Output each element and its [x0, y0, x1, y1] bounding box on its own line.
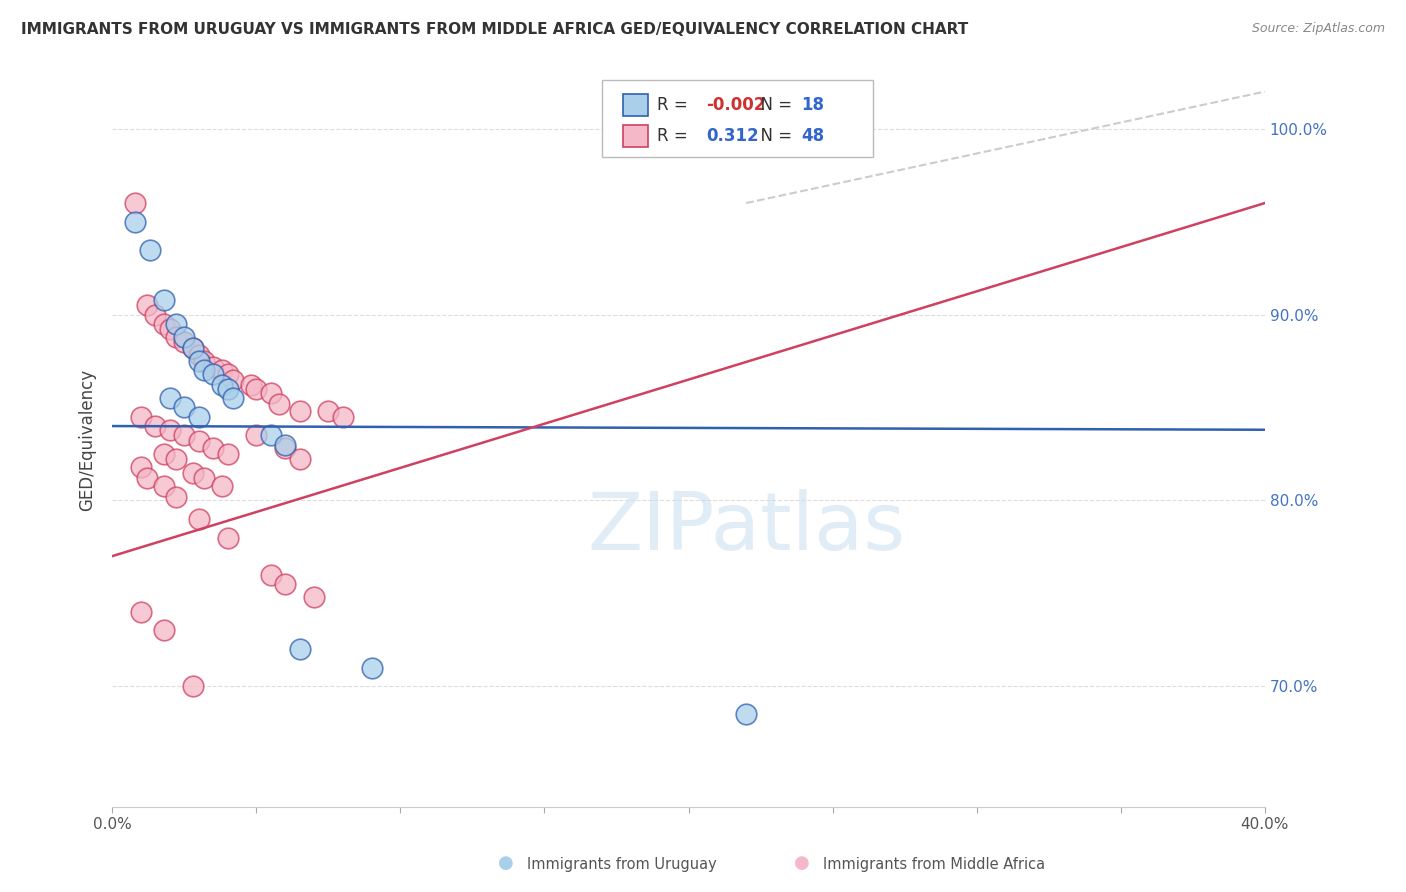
Y-axis label: GED/Equivalency: GED/Equivalency: [79, 369, 96, 511]
Text: -0.002: -0.002: [706, 96, 765, 114]
Point: [245, 382, 267, 396]
Text: ●: ●: [793, 855, 810, 872]
Point: [153, 478, 176, 492]
Point: [288, 452, 311, 467]
Point: [193, 354, 215, 368]
Text: Immigrants from Middle Africa: Immigrants from Middle Africa: [823, 857, 1045, 872]
Point: [159, 423, 181, 437]
Point: [360, 660, 382, 674]
Point: [187, 354, 209, 368]
Bar: [623, 125, 648, 147]
Point: [211, 478, 233, 492]
Point: [288, 404, 311, 418]
Point: [217, 447, 239, 461]
Point: [165, 452, 187, 467]
Point: [202, 367, 225, 381]
Point: [187, 409, 209, 424]
Point: [222, 373, 245, 387]
Point: [181, 341, 204, 355]
Point: [129, 409, 152, 424]
Point: [274, 577, 297, 591]
Point: [735, 707, 758, 722]
Text: Source: ZipAtlas.com: Source: ZipAtlas.com: [1251, 22, 1385, 36]
Point: [173, 335, 195, 350]
Point: [245, 428, 267, 442]
Point: [153, 317, 176, 331]
Point: [217, 382, 239, 396]
Point: [145, 419, 167, 434]
Point: [135, 471, 157, 485]
Point: [124, 196, 146, 211]
Point: [138, 243, 160, 257]
Point: [202, 359, 225, 374]
Point: [145, 308, 167, 322]
Point: [187, 348, 209, 362]
Point: [129, 459, 152, 474]
Point: [173, 330, 195, 344]
Point: [302, 590, 325, 604]
Text: N =: N =: [749, 128, 797, 145]
Point: [153, 447, 176, 461]
Point: [222, 391, 245, 405]
Point: [165, 330, 187, 344]
Point: [193, 471, 215, 485]
Point: [202, 442, 225, 456]
Point: [153, 624, 176, 638]
Point: [274, 442, 297, 456]
Point: [129, 605, 152, 619]
Point: [159, 391, 181, 405]
Point: [181, 466, 204, 480]
Point: [165, 490, 187, 504]
Point: [211, 378, 233, 392]
Point: [153, 293, 176, 307]
Point: [173, 428, 195, 442]
Point: [173, 401, 195, 415]
Point: [217, 367, 239, 381]
Point: [274, 437, 297, 451]
Point: [181, 679, 204, 693]
Text: R =: R =: [658, 96, 693, 114]
Point: [269, 397, 291, 411]
Text: Immigrants from Uruguay: Immigrants from Uruguay: [527, 857, 717, 872]
Text: ZIPatlas: ZIPatlas: [588, 489, 905, 567]
Point: [260, 567, 283, 582]
Text: 48: 48: [801, 128, 825, 145]
Point: [211, 363, 233, 377]
Point: [239, 378, 262, 392]
Text: 0.312: 0.312: [706, 128, 758, 145]
Point: [187, 434, 209, 448]
Text: ●: ●: [498, 855, 515, 872]
Text: 18: 18: [801, 96, 824, 114]
Point: [260, 428, 283, 442]
Point: [260, 385, 283, 400]
Point: [332, 409, 354, 424]
FancyBboxPatch shape: [602, 80, 873, 157]
Point: [135, 298, 157, 312]
Point: [318, 404, 340, 418]
Point: [288, 642, 311, 657]
Point: [159, 322, 181, 336]
Point: [187, 512, 209, 526]
Point: [165, 317, 187, 331]
Text: R =: R =: [658, 128, 693, 145]
Text: IMMIGRANTS FROM URUGUAY VS IMMIGRANTS FROM MIDDLE AFRICA GED/EQUIVALENCY CORRELA: IMMIGRANTS FROM URUGUAY VS IMMIGRANTS FR…: [21, 22, 969, 37]
Point: [124, 214, 146, 228]
Text: N =: N =: [749, 96, 797, 114]
Bar: [623, 95, 648, 116]
Point: [181, 341, 204, 355]
Point: [217, 531, 239, 545]
Point: [193, 363, 215, 377]
